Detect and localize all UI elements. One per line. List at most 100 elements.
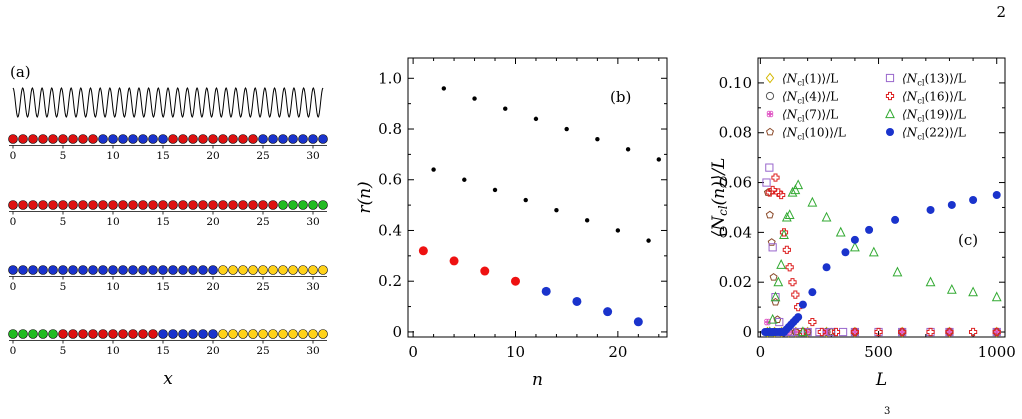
site-red [48, 134, 58, 144]
site-green [48, 329, 58, 339]
tick-label: 20 [206, 345, 219, 357]
marker-filled-circle [969, 195, 978, 204]
site-red [178, 200, 188, 210]
site-blue [98, 265, 108, 275]
y-tick-label: 0.04 [719, 223, 752, 241]
tick-label: 25 [256, 216, 269, 228]
site-yellow [248, 329, 258, 339]
tick-label: 15 [156, 281, 169, 293]
site-blue [78, 265, 88, 275]
site-blue [198, 329, 208, 339]
site-red [8, 200, 18, 210]
tick-label: 30 [306, 345, 319, 357]
site-blue [68, 265, 78, 275]
site-blue [138, 265, 148, 275]
data-point [554, 207, 559, 213]
site-red [148, 200, 158, 210]
site-green [18, 329, 28, 339]
tick-label: 15 [156, 345, 169, 357]
marker-pentagon [767, 238, 776, 246]
site-red [78, 329, 88, 339]
marker-filled-circle [926, 205, 935, 214]
y-axis-label-c: ⟨Ncl(n)⟩/L [709, 158, 730, 238]
y-tick-label: 0.10 [719, 74, 752, 92]
marker-plus [768, 185, 777, 195]
marker-flower [766, 110, 774, 118]
site-red [198, 134, 208, 144]
site-blue [168, 265, 178, 275]
site-red [218, 200, 228, 210]
panel-b: 0 10 20 0 0.2 0.4 0.6 0.8 1.0 (b) n r(n) [355, 57, 668, 390]
tick-label: 25 [256, 345, 269, 357]
site-blue [118, 265, 128, 275]
marker-triangle [807, 196, 818, 207]
site-blue [18, 265, 28, 275]
series-group [765, 173, 1001, 337]
marker-plus [945, 327, 954, 337]
site-yellow [288, 265, 298, 275]
marker-plus [926, 327, 935, 337]
series-group [762, 163, 1001, 337]
chain-3: 0 5 10 15 20 25 30 [8, 265, 328, 293]
marker-plus [779, 228, 789, 237]
y-tick-label: 0.8 [378, 120, 402, 138]
data-point [533, 116, 539, 122]
site-red [78, 200, 88, 210]
marker-plus [777, 190, 786, 200]
site-yellow [278, 329, 288, 339]
site-yellow [218, 265, 228, 275]
marker-plus [817, 327, 826, 337]
legend-label: ⟨Ncl(16)⟩/L [902, 90, 966, 106]
site-blue [288, 134, 298, 144]
legend-label: ⟨Ncl(22)⟩/L [902, 126, 966, 142]
marker-plus [785, 263, 794, 272]
panel-label-c: (c) [958, 231, 978, 249]
site-red [208, 200, 218, 210]
site-red [188, 134, 198, 144]
marker-triangle [787, 186, 798, 197]
marker-petal [768, 112, 774, 118]
site-yellow [298, 265, 308, 275]
data-point [431, 167, 436, 172]
site-green [288, 200, 298, 210]
marker-triangle [892, 266, 903, 277]
marker-circle [765, 91, 775, 101]
tick-label: 0 [10, 216, 17, 228]
site-red [88, 134, 98, 144]
site-green [318, 200, 328, 210]
data-point [492, 187, 498, 193]
site-red [28, 200, 38, 210]
data-point [449, 256, 459, 266]
site-red [58, 200, 68, 210]
site-red [228, 200, 238, 210]
marker-filled-circle [891, 215, 900, 224]
site-yellow [318, 265, 328, 275]
marker-filled-circle [865, 225, 874, 234]
site-red [38, 134, 48, 144]
tick-label: 25 [256, 281, 269, 293]
site-blue [298, 134, 308, 144]
marker-filled-circle [992, 191, 1001, 200]
x-tick-label: 20 [608, 343, 627, 361]
site-blue [278, 134, 288, 144]
marker-triangle [767, 313, 778, 324]
marker-triangle [849, 241, 860, 252]
site-blue [148, 134, 158, 144]
legend-label: ⟨Ncl(13)⟩/L [902, 72, 966, 88]
site-blue [208, 265, 218, 275]
site-red [158, 200, 168, 210]
marker-plus [831, 327, 841, 337]
x-tick-label: 10 [506, 343, 525, 361]
y-tick-label: 0 [392, 323, 402, 341]
site-green [278, 200, 288, 210]
data-point [503, 106, 508, 111]
tick-label: 20 [206, 281, 219, 293]
data-point [633, 317, 643, 327]
site-red [8, 134, 18, 144]
tick-label: 30 [306, 281, 319, 293]
data-point [523, 197, 528, 203]
tick-label: 15 [156, 150, 169, 162]
site-blue [178, 329, 188, 339]
tick-label: 10 [106, 216, 119, 228]
site-yellow [228, 329, 238, 339]
